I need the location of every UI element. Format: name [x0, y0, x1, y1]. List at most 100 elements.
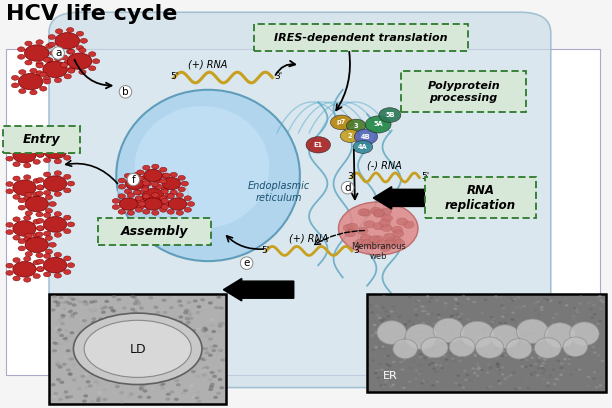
Circle shape — [409, 339, 412, 342]
Circle shape — [374, 329, 378, 332]
Circle shape — [142, 202, 149, 207]
Circle shape — [379, 384, 383, 387]
Circle shape — [483, 299, 487, 301]
Circle shape — [453, 308, 457, 310]
Circle shape — [375, 332, 378, 334]
Circle shape — [509, 374, 513, 376]
Circle shape — [176, 334, 181, 337]
Circle shape — [582, 335, 586, 337]
Circle shape — [24, 41, 32, 46]
Circle shape — [219, 306, 224, 310]
Ellipse shape — [393, 339, 417, 359]
Circle shape — [431, 384, 435, 387]
Circle shape — [415, 301, 419, 303]
Circle shape — [24, 163, 31, 168]
Circle shape — [104, 300, 109, 303]
Circle shape — [152, 204, 159, 208]
Circle shape — [25, 252, 32, 257]
Circle shape — [136, 301, 141, 304]
Circle shape — [593, 351, 597, 354]
Circle shape — [392, 305, 396, 308]
Circle shape — [382, 331, 386, 334]
Circle shape — [384, 239, 395, 247]
Circle shape — [521, 365, 524, 368]
Circle shape — [61, 62, 68, 67]
Circle shape — [414, 327, 418, 330]
Circle shape — [37, 226, 44, 231]
Circle shape — [89, 52, 96, 57]
Circle shape — [86, 380, 91, 384]
Circle shape — [54, 171, 62, 175]
Circle shape — [141, 341, 146, 344]
Circle shape — [67, 296, 72, 299]
Circle shape — [443, 322, 447, 325]
Circle shape — [218, 378, 223, 381]
Circle shape — [162, 331, 166, 335]
Circle shape — [568, 333, 572, 335]
Circle shape — [477, 365, 480, 368]
Circle shape — [66, 368, 71, 372]
Circle shape — [593, 313, 597, 315]
Circle shape — [153, 373, 158, 377]
Circle shape — [458, 346, 461, 348]
Circle shape — [496, 357, 499, 359]
Circle shape — [572, 315, 575, 318]
Circle shape — [210, 318, 215, 321]
Circle shape — [421, 310, 425, 312]
Text: b: b — [122, 87, 129, 97]
Circle shape — [100, 303, 105, 306]
Circle shape — [187, 361, 192, 364]
Circle shape — [97, 384, 102, 387]
Circle shape — [13, 221, 36, 236]
Circle shape — [73, 341, 78, 344]
Circle shape — [373, 324, 376, 326]
Circle shape — [33, 146, 40, 151]
Text: Assembly: Assembly — [121, 225, 188, 238]
Circle shape — [376, 377, 380, 379]
Circle shape — [170, 337, 174, 340]
Circle shape — [54, 138, 62, 143]
Circle shape — [134, 333, 139, 336]
Circle shape — [558, 314, 561, 316]
Circle shape — [79, 317, 84, 321]
Circle shape — [127, 395, 132, 399]
Circle shape — [148, 334, 153, 337]
Circle shape — [45, 249, 53, 254]
Circle shape — [130, 335, 135, 338]
Circle shape — [553, 383, 556, 386]
Circle shape — [167, 194, 174, 199]
Circle shape — [517, 346, 520, 348]
Circle shape — [37, 267, 44, 272]
Circle shape — [469, 325, 472, 327]
Circle shape — [449, 352, 453, 354]
Circle shape — [559, 373, 563, 376]
Circle shape — [565, 354, 569, 357]
Circle shape — [204, 328, 209, 331]
Circle shape — [457, 375, 460, 377]
Circle shape — [534, 302, 537, 304]
Circle shape — [155, 178, 162, 183]
Circle shape — [504, 315, 508, 317]
Circle shape — [79, 70, 86, 75]
Circle shape — [450, 342, 454, 345]
Circle shape — [91, 321, 95, 324]
Circle shape — [401, 360, 405, 362]
Circle shape — [472, 301, 476, 303]
Circle shape — [564, 347, 567, 349]
Circle shape — [380, 320, 384, 322]
Circle shape — [152, 211, 159, 215]
Circle shape — [183, 366, 188, 369]
Circle shape — [389, 370, 392, 373]
Circle shape — [52, 295, 57, 298]
Circle shape — [65, 396, 70, 399]
Circle shape — [428, 356, 431, 359]
Circle shape — [419, 370, 422, 373]
Circle shape — [483, 344, 487, 346]
Circle shape — [178, 304, 183, 308]
Circle shape — [398, 336, 401, 339]
Circle shape — [601, 301, 605, 303]
Circle shape — [165, 353, 170, 356]
Circle shape — [518, 387, 522, 389]
Circle shape — [200, 370, 204, 373]
Circle shape — [533, 371, 537, 374]
